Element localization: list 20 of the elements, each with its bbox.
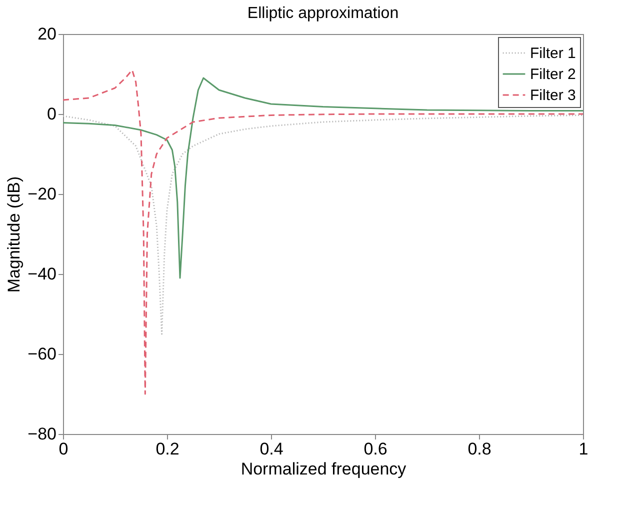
x-tick-label: 0.2 (156, 440, 180, 458)
y-tick-label: −80 (28, 424, 56, 444)
line-series (63, 114, 583, 335)
y-tick-label: −40 (28, 264, 56, 284)
legend-label: Filter 2 (530, 66, 576, 83)
x-tick-label: 0.4 (260, 440, 284, 458)
y-tick-label: −20 (28, 184, 56, 204)
y-tick-label: 0 (47, 104, 56, 124)
x-tick-label: 1 (578, 440, 588, 458)
x-tick-label: 0 (58, 440, 68, 458)
legend-label: Filter 3 (530, 87, 576, 104)
chart-title: Elliptic approximation (247, 5, 399, 22)
x-tick-label: 0.6 (364, 440, 388, 458)
legend-label: Filter 1 (530, 45, 576, 62)
y-tick-label: 20 (38, 24, 56, 44)
y-axis-title: Magnitude (dB) (4, 176, 24, 293)
x-tick-label: 0.8 (468, 440, 492, 458)
y-tick-label: −60 (28, 344, 56, 364)
x-axis-title: Normalized frequency (240, 460, 407, 478)
line-series (63, 69, 583, 395)
